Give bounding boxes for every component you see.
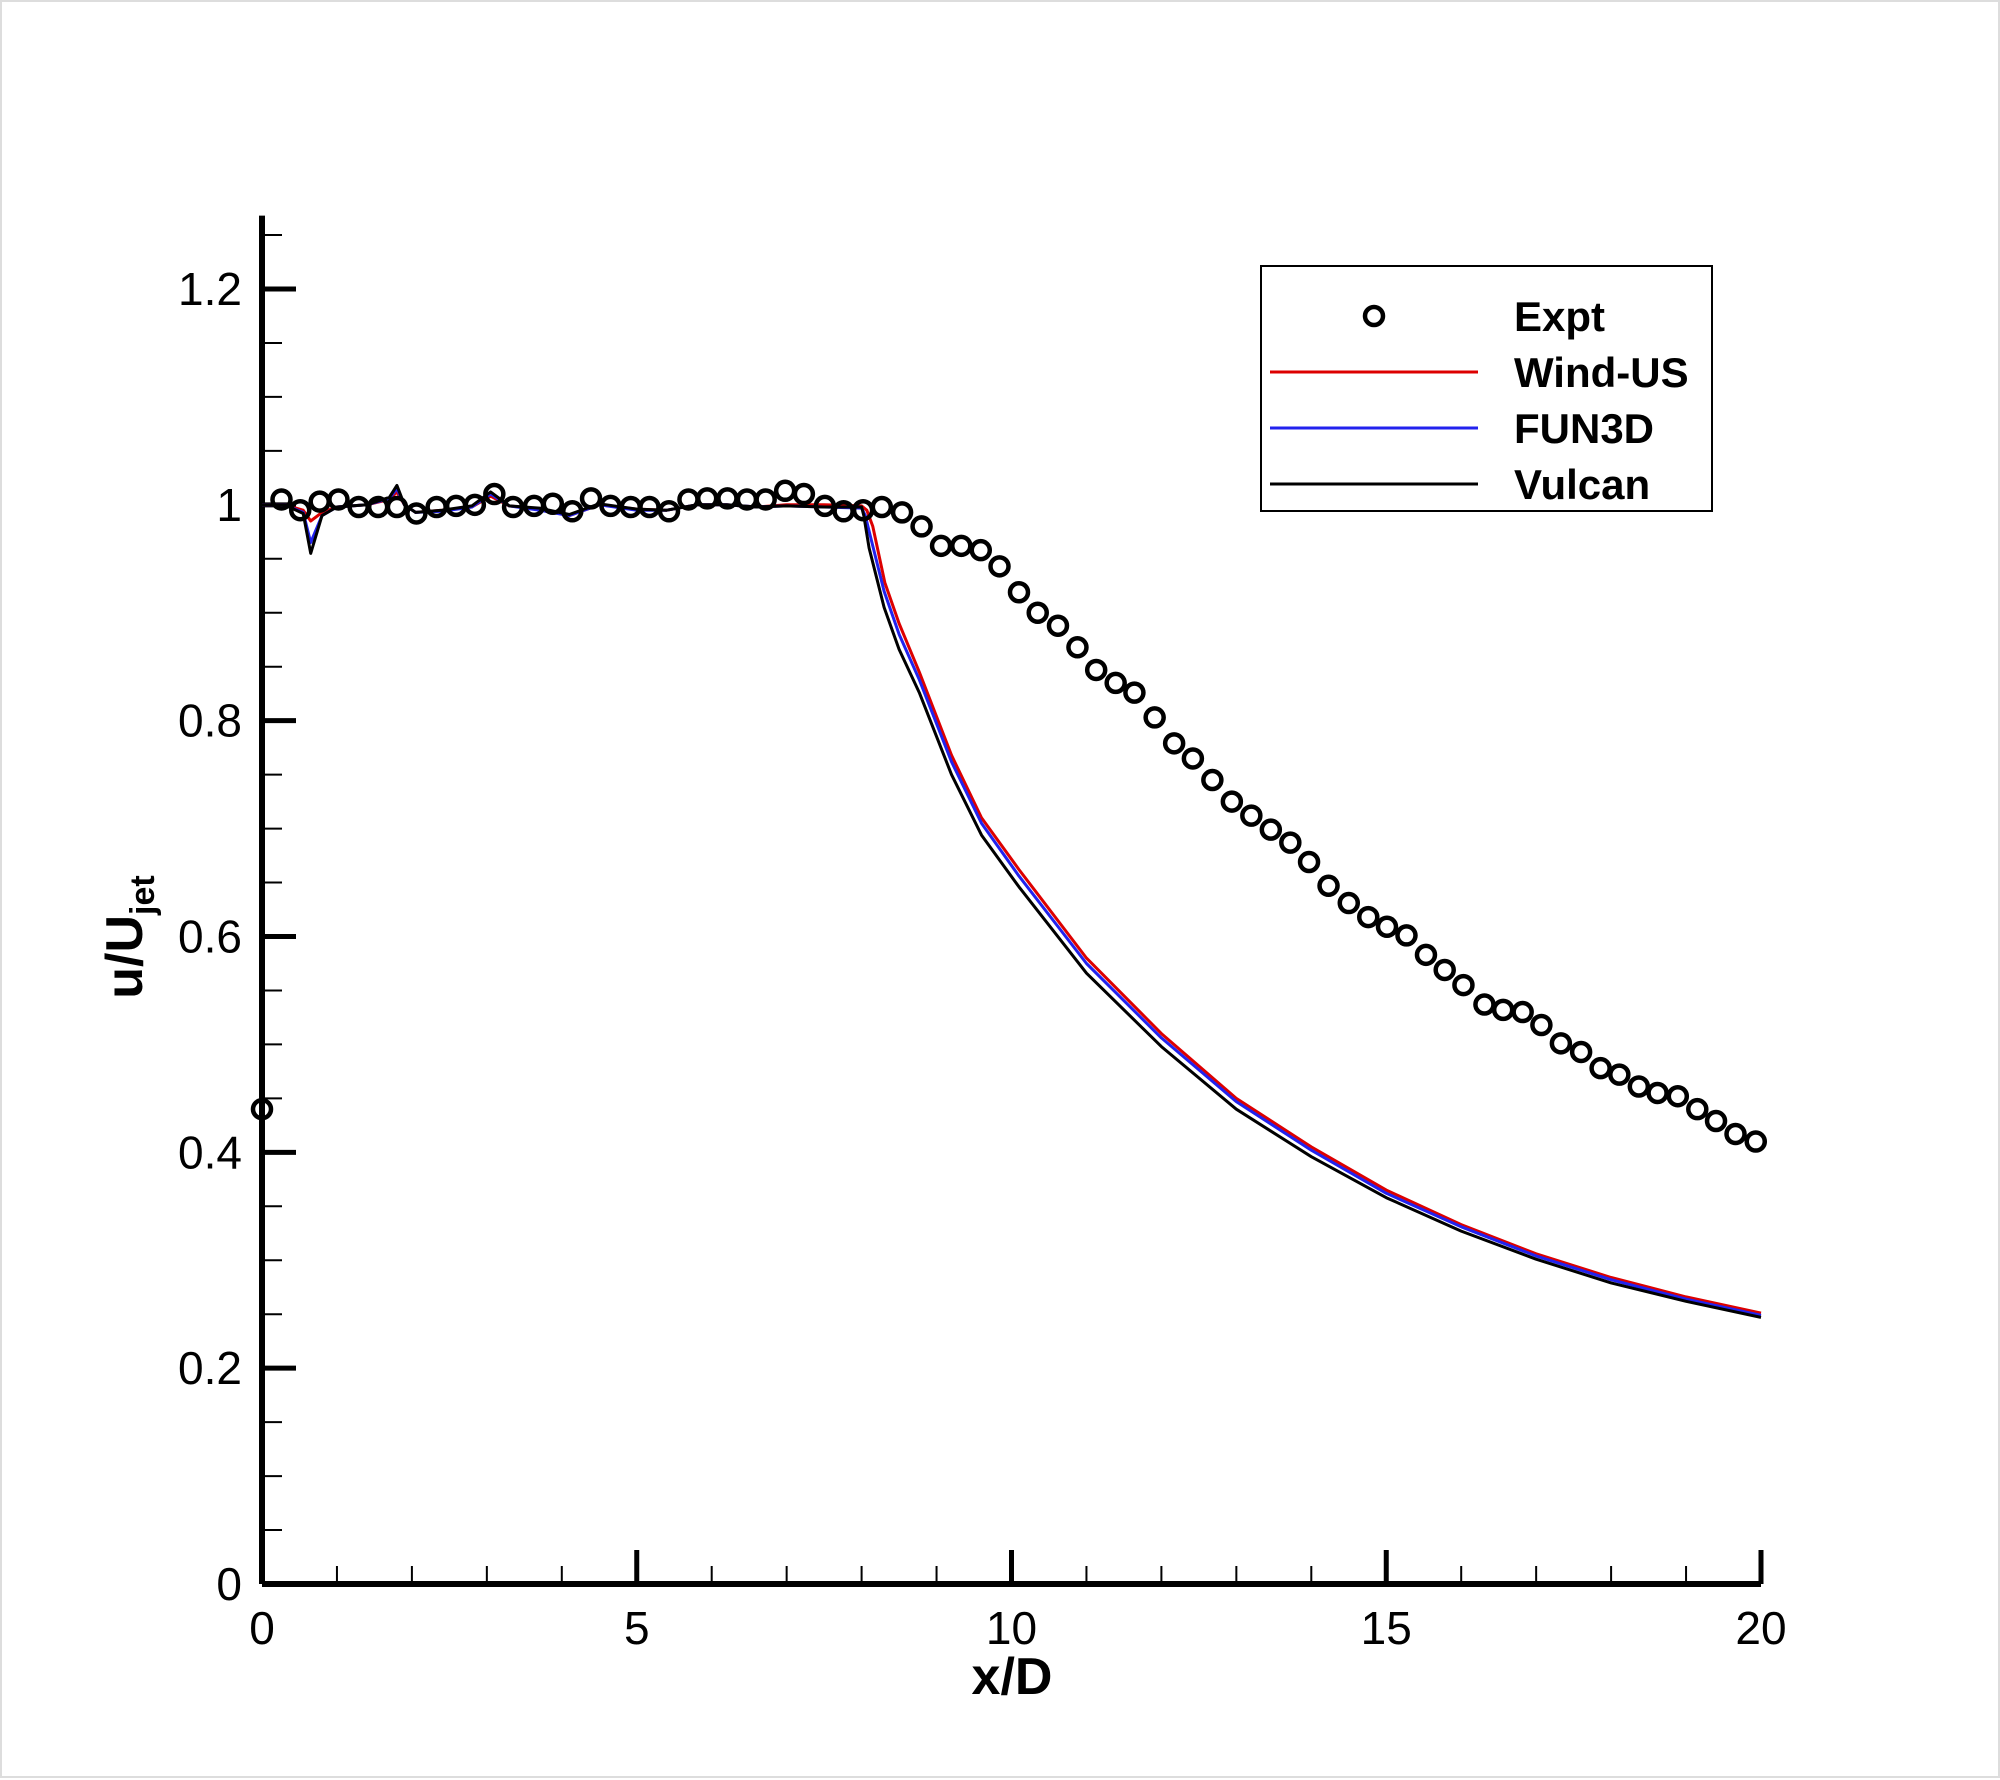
expt-data-point [599,494,622,518]
expt-data-point [870,495,894,519]
expt-data-point [483,482,506,506]
expt-data-point [579,487,603,510]
expt-data-point [638,495,661,519]
expt-data-point [1433,958,1456,982]
expt-data-point [288,498,312,522]
expt-data-point [773,479,797,503]
expt-data-point [1511,1000,1534,1024]
legend-label: Expt [1514,293,1605,340]
expt-data-point [1279,831,1302,854]
expt-data-point [1569,1040,1593,1064]
y-axis-label-main: u/U [96,915,154,999]
expt-data-point [1240,804,1263,827]
expt-data-point [1143,706,1166,729]
legend-marker-expt [1362,304,1386,328]
y-tick-label: 0.2 [178,1342,242,1394]
expt-data-point [541,492,565,516]
expt-data-point [1220,790,1244,813]
expt-data-point [1317,874,1340,898]
expt-data-point [929,534,953,558]
expt-data-point [463,493,487,517]
expt-data-point [1026,601,1049,624]
y-tick-label: 0.4 [178,1126,242,1178]
expt-data-point [1473,993,1496,1016]
axes: 0 5 10 15 20 0 0.2 0.4 0.6 0.8 1 1.2 [178,215,1787,1654]
expt-data-point [1084,658,1108,682]
series-line-vulcan [262,483,1762,1319]
expt-data-point [385,495,409,519]
expt-data-point [425,495,448,519]
expt-data-point [1066,636,1089,659]
series-line-wind-us [262,490,1762,1315]
expt-data-point [308,490,331,513]
expt-data-point [969,538,993,562]
legend-label: FUN3D [1514,405,1654,452]
expt-data-point [1627,1075,1651,1098]
expt-data-point [988,555,1011,578]
legend-label: Vulcan [1514,461,1650,508]
expt-data-point [1201,768,1224,792]
x-tick-label: 20 [1735,1602,1786,1654]
x-tick-label: 15 [1361,1602,1412,1654]
expt-data-point [657,500,681,523]
expt-data-point [890,501,914,524]
legend-box [1260,265,1713,512]
expt-data-point [1530,1013,1553,1037]
expt-data-point [405,502,428,525]
expt-data-point [250,1097,274,1121]
expt-data-point [1259,818,1283,841]
expt-data-point [327,488,350,511]
expt-data-point [1686,1097,1709,1121]
expt-data-point [1162,732,1186,755]
expt-data-point [1704,1109,1728,1133]
expt-data-point [1123,681,1146,704]
series-layer [250,479,1768,1319]
expt-data-point [1046,614,1070,637]
y-tick-label: 0.8 [178,695,242,747]
expt-data-point [754,488,777,511]
expt-data-point [270,488,293,511]
x-tick-label: 5 [624,1602,650,1654]
expt-data-point [1337,891,1361,915]
expt-data-point [1589,1056,1612,1080]
expt-data-point [1666,1084,1690,1108]
expt-data-point [1724,1122,1747,1146]
expt-data-point [910,515,933,538]
expt-data-point [1357,905,1380,929]
expt-data-point [792,482,816,506]
expt-data-point [1491,998,1515,1022]
x-axis-label: x/D [972,1648,1053,1706]
y-tick-label: 0.6 [178,911,242,963]
expt-data-point [1452,973,1475,997]
y-tick-label: 1.2 [178,263,242,315]
y-tick-label: 1 [216,479,242,531]
x-tick-label: 10 [986,1602,1037,1654]
legend-label: Wind-US [1514,349,1689,396]
expt-data-point [1395,924,1418,947]
y-tick-label: 0 [216,1558,242,1610]
expt-data-point [1181,747,1205,770]
series-line-fun3d [262,487,1762,1317]
expt-data-point [1549,1032,1573,1055]
expt-data-point [1646,1081,1669,1105]
expt-data-point [561,500,584,523]
expt-data-point [1375,915,1399,939]
expt-data-point [950,534,973,558]
expt-data-point [1007,580,1031,604]
legend: Expt Wind-US FUN3D Vulcan [1260,265,1713,512]
expt-data-point [1608,1063,1631,1086]
expt-data-point [501,495,525,519]
x-tick-label: 0 [249,1602,275,1654]
y-axis-label-sub: jet [124,875,162,916]
expt-data-point [1297,850,1321,874]
expt-data-point [1104,671,1127,695]
y-axis-label: u/Ujet [96,875,162,998]
expt-data-point [1414,943,1438,967]
expt-data-point [1744,1130,1768,1153]
